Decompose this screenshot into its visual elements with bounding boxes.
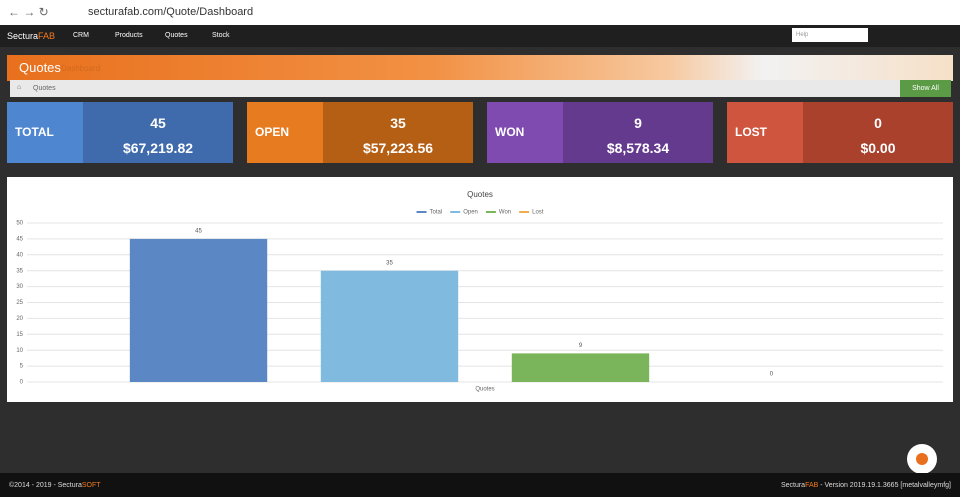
- brand-text: Sectura: [7, 31, 39, 41]
- version-brand: Sectura: [780, 482, 806, 489]
- page-subtitle: Dashboard: [61, 64, 101, 73]
- tile-count: 0: [874, 115, 882, 131]
- navbar: SecturaFAB CRM Products Quotes Stock Hel…: [0, 25, 960, 47]
- nav-arrows[interactable]: ← → ↻: [8, 5, 49, 19]
- brand[interactable]: SecturaFAB: [7, 31, 55, 41]
- breadcrumb: ⌂ Quotes: [10, 80, 900, 97]
- y-tick-label: 0: [20, 380, 24, 386]
- x-tick-label: Quotes: [475, 387, 494, 393]
- menu-item[interactable]: Quotes: [165, 32, 188, 39]
- value-label: 45: [195, 228, 202, 234]
- y-tick-label: 10: [16, 348, 23, 354]
- tile-amount: $0.00: [860, 140, 896, 156]
- tile-label: WON: [487, 102, 563, 163]
- menu-item[interactable]: CRM: [73, 32, 89, 39]
- tile-label: OPEN: [247, 102, 323, 163]
- y-tick-label: 20: [16, 316, 23, 322]
- show-all-button[interactable]: Show All: [900, 80, 951, 97]
- footer: ©2014 - 2019 - SecturaSOFT SecturaFAB - …: [0, 473, 960, 497]
- search[interactable]: Help: [792, 28, 868, 42]
- bar: [320, 270, 459, 382]
- y-tick-label: 50: [16, 221, 23, 227]
- browser-bar: ← → ↻ secturafab.com/Quote/Dashboard: [0, 0, 960, 26]
- tile-amount: $8,578.34: [606, 140, 670, 156]
- menu-item[interactable]: Stock: [212, 32, 230, 39]
- y-tick-label: 30: [16, 284, 23, 290]
- home-icon[interactable]: ⌂: [17, 84, 22, 91]
- tile-label: LOST: [727, 102, 803, 163]
- tile[interactable]: LOST 0 $0.00: [727, 102, 953, 163]
- tile[interactable]: OPEN 35 $57,223.56: [247, 102, 473, 163]
- y-tick-label: 35: [16, 268, 23, 274]
- url[interactable]: secturafab.com/Quote/Dashboard: [88, 6, 254, 18]
- value-label: 35: [386, 260, 393, 266]
- chart: Quotes 0 5 10 15 20 25 30 35 40 45 50 Total Open Won L…: [16, 190, 943, 393]
- legend-label: Lost: [532, 210, 544, 216]
- chart-panel: Quotes 0 5 10 15 20 25 30 35 40 45 50 Total Open Won L…: [7, 177, 953, 402]
- copyright: ©2014 - 2019 - SecturaSOFT: [9, 482, 101, 489]
- page-header: Quotes Dashboard: [7, 55, 953, 81]
- tile-amount: $67,219.82: [122, 140, 194, 156]
- y-tick-label: 25: [16, 300, 23, 306]
- y-tick-label: 15: [16, 332, 23, 338]
- brand-accent: FAB: [38, 31, 56, 41]
- version: SecturaFAB - Version 2019.19.1.3665 [met…: [781, 482, 951, 489]
- tile-count: 35: [390, 115, 406, 131]
- chart-title: Quotes: [467, 190, 493, 199]
- page-title: Quotes: [19, 60, 61, 75]
- value-label: 9: [579, 343, 583, 349]
- legend-label: Total: [430, 210, 443, 216]
- legend-label: Won: [499, 210, 511, 216]
- bar: [129, 238, 268, 382]
- tile[interactable]: TOTAL 45 $67,219.82: [7, 102, 233, 163]
- version-text: - Version 2019.19.1.3665 [metalvalleymfg…: [818, 482, 951, 489]
- version-accent: FAB: [805, 482, 819, 489]
- tile-count: 45: [150, 115, 166, 131]
- y-tick-label: 5: [20, 364, 24, 370]
- copyright-text: ©2014 - 2019 - Sectura: [9, 482, 82, 489]
- legend-label: Open: [463, 210, 478, 216]
- menu-item[interactable]: Products: [115, 32, 143, 39]
- value-label: 0: [770, 372, 774, 378]
- breadcrumb-item[interactable]: Quotes: [33, 85, 56, 92]
- tile[interactable]: WON 9 $8,578.34: [487, 102, 713, 163]
- tile-count: 9: [634, 115, 642, 131]
- bar: [511, 353, 650, 382]
- copyright-accent: SOFT: [81, 482, 101, 489]
- chat-button[interactable]: [907, 444, 937, 474]
- tile-amount: $57,223.56: [362, 140, 434, 156]
- y-tick-label: 45: [16, 236, 23, 242]
- y-tick-label: 40: [16, 252, 23, 258]
- tile-label: TOTAL: [7, 102, 83, 163]
